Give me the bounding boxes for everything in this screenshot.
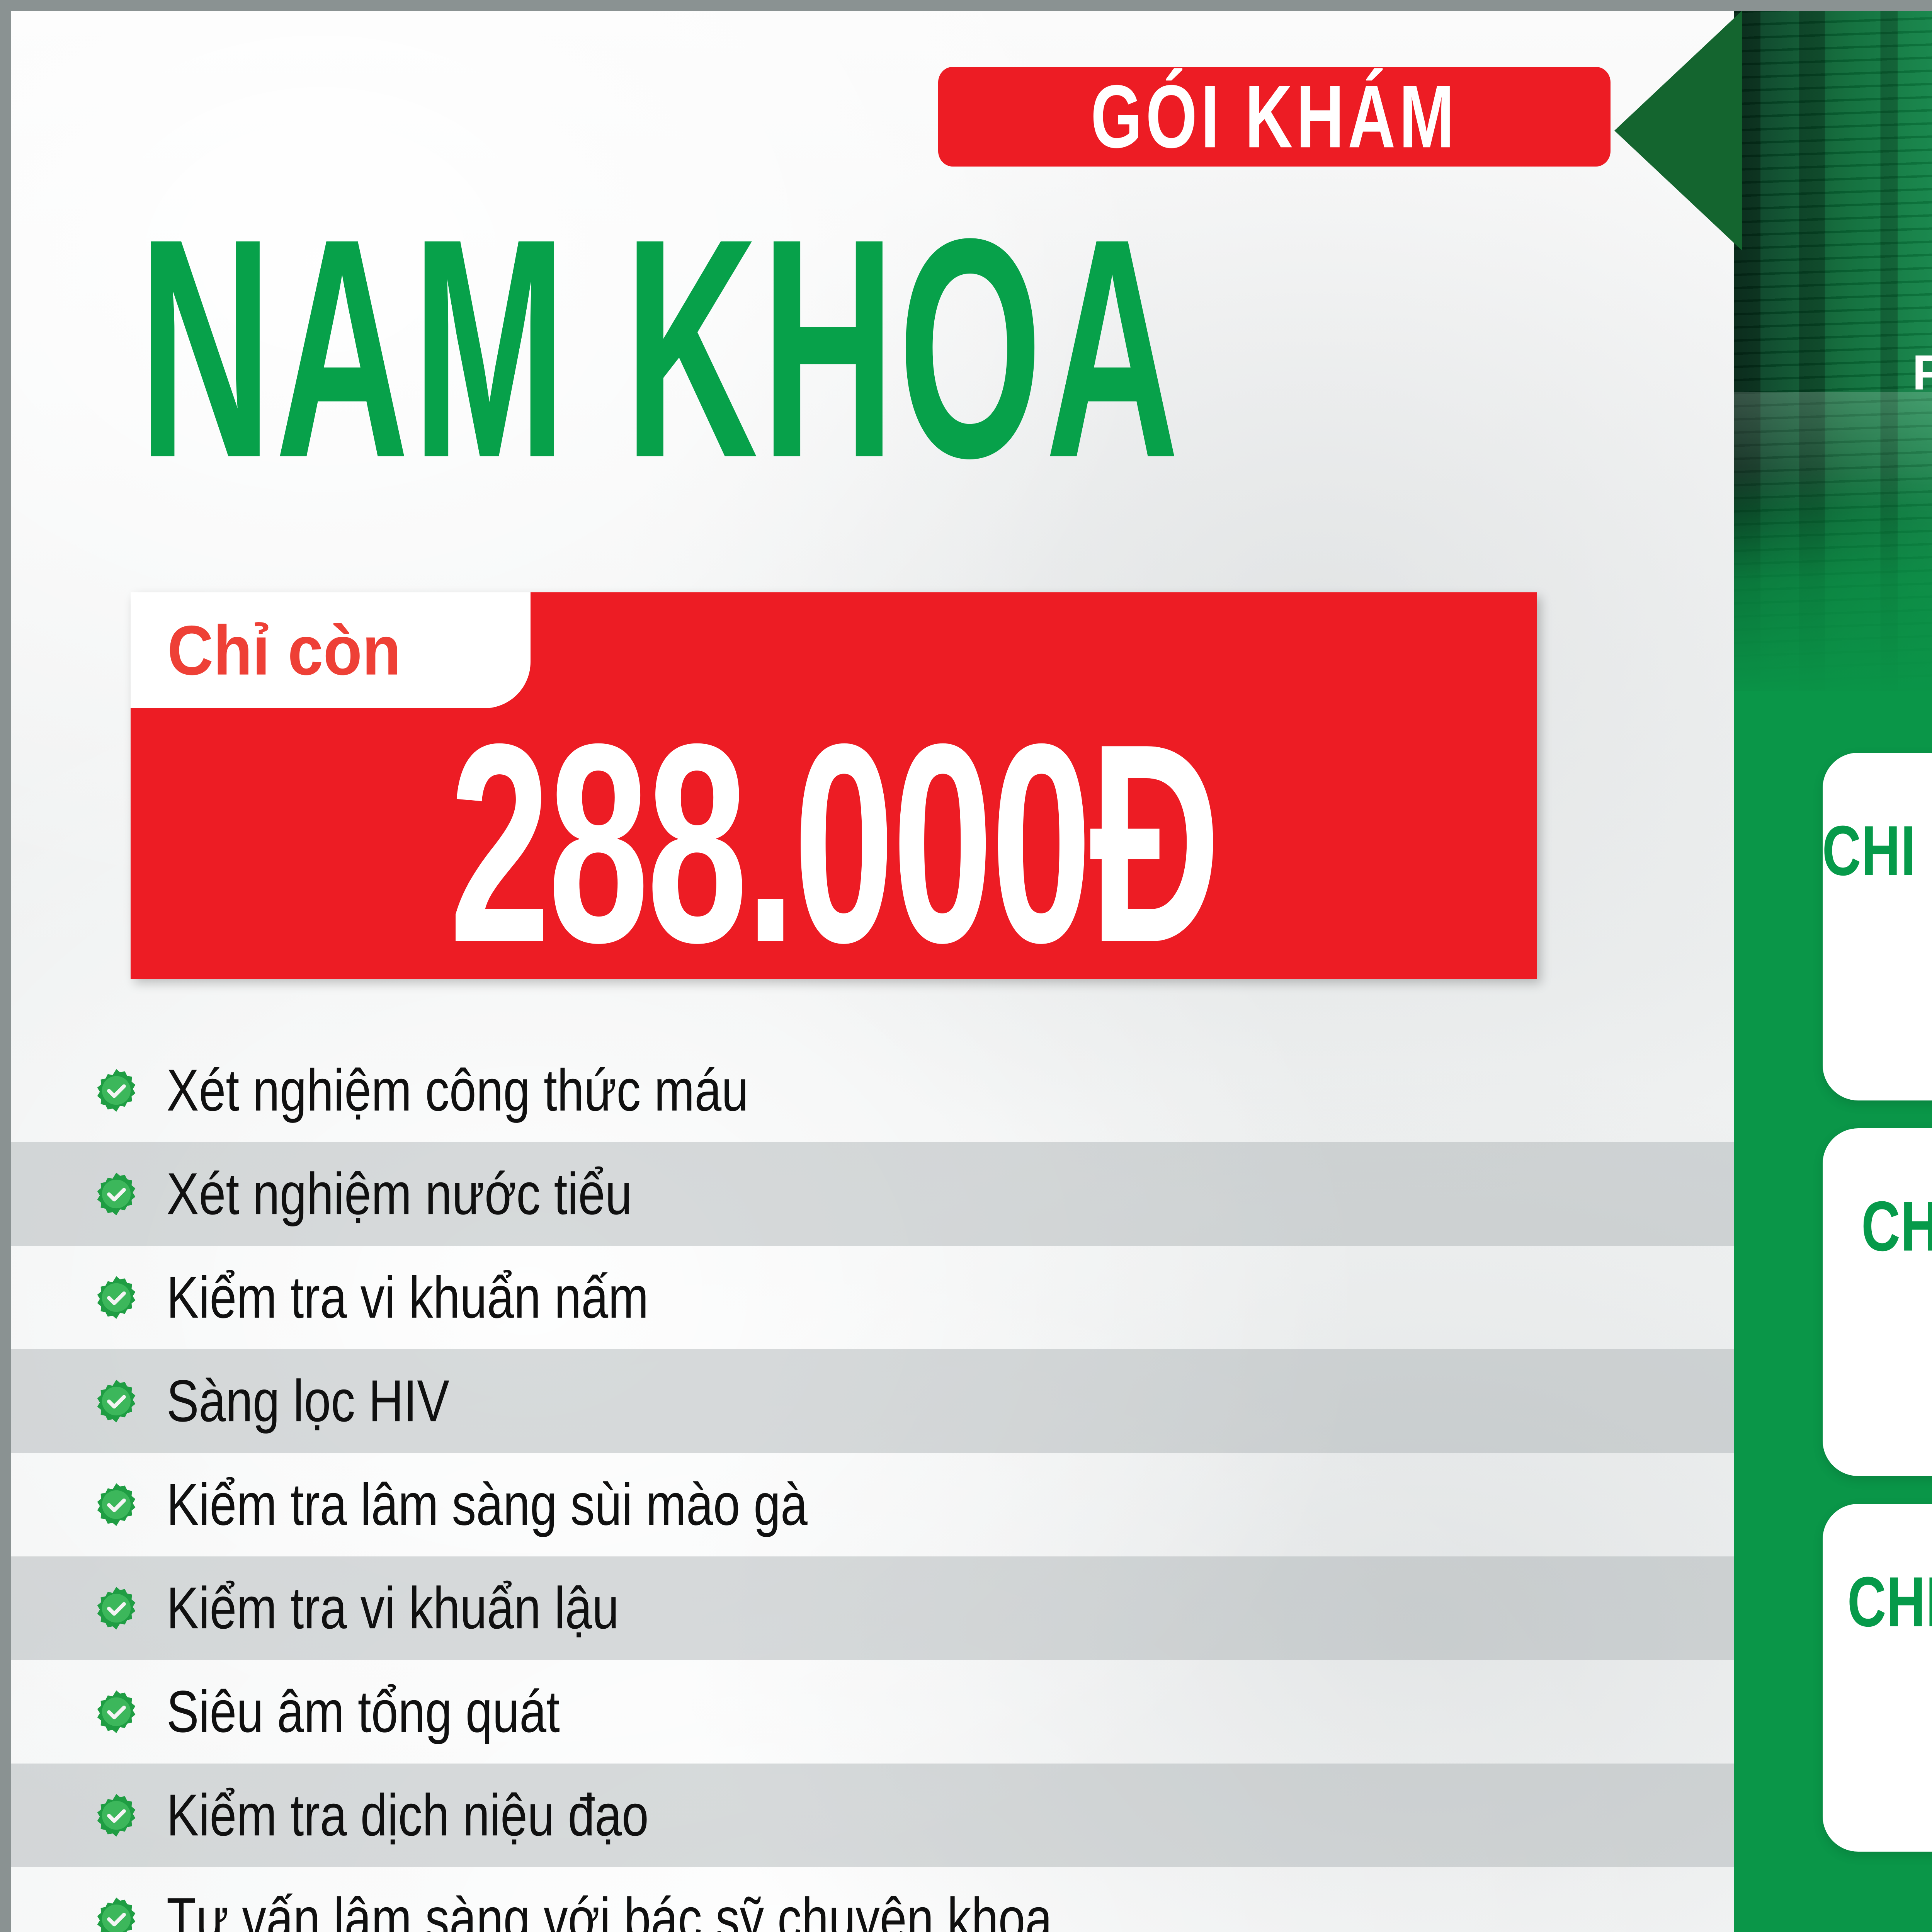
page-title: NAM KHOA xyxy=(138,173,1182,523)
check-badge-icon xyxy=(97,1276,136,1319)
check-badge xyxy=(94,1068,139,1113)
promotion-card: CHI PHÍ KIỂM TRA GIẢM30% xyxy=(1822,1504,1932,1852)
service-list-item: Xét nghiệm công thức máu xyxy=(11,1039,1734,1142)
promotion-card-title: CHI PHÍ KIỂM TRA GIẢM xyxy=(1847,1562,1932,1641)
check-badge xyxy=(94,1379,139,1423)
check-badge xyxy=(94,1482,139,1527)
check-badge-icon xyxy=(97,1069,136,1112)
promotion-card-title: CHI PHÍ THỦ THUẬT GIẢM xyxy=(1822,811,1932,890)
service-list-item: Kiểm tra dịch niệu đạo xyxy=(11,1764,1734,1867)
service-list: Xét nghiệm công thức máu Xét nghiệm nước… xyxy=(11,1039,1734,1932)
service-label: Tư vấn lâm sàng với bác sỹ chuyên khoa xyxy=(167,1885,1053,1932)
check-badge xyxy=(94,1275,139,1320)
check-badge-icon xyxy=(97,1794,136,1837)
right-brand-panel: Phòng khám đa khoa ĐÀ LẠT CHI PHÍ THỦ TH… xyxy=(1734,11,1932,1932)
service-label: Xét nghiệm công thức máu xyxy=(167,1057,748,1123)
service-label: Kiểm tra vi khuẩn nấm xyxy=(167,1264,649,1330)
price-amount-wrap: 288.000Đ xyxy=(131,702,1537,985)
clinic-logo: Phòng khám đa khoa ĐÀ LẠT xyxy=(1734,77,1932,486)
service-list-item: Xét nghiệm nước tiểu xyxy=(11,1142,1734,1246)
service-list-item: Tư vấn lâm sàng với bác sỹ chuyên khoa xyxy=(11,1867,1734,1932)
price-amount-value: 288.000Đ xyxy=(449,685,1221,1002)
service-list-item: Kiểm tra lâm sàng sùi mào gà xyxy=(11,1453,1734,1556)
service-list-item: Kiểm tra vi khuẩn lậu xyxy=(11,1556,1734,1660)
service-list-item: Sàng lọc HIV xyxy=(11,1349,1734,1453)
poster-frame: GÓI KHÁM NAM KHOA Chỉ còn 288.000Đ Xét n… xyxy=(11,11,1932,1932)
left-content-panel: GÓI KHÁM NAM KHOA Chỉ còn 288.000Đ Xét n… xyxy=(11,11,1734,1932)
check-badge-icon xyxy=(97,1587,136,1630)
check-badge-icon xyxy=(97,1897,136,1932)
service-label: Xét nghiệm nước tiểu xyxy=(167,1160,632,1227)
check-badge xyxy=(94,1586,139,1631)
price-prefix-label: Chỉ còn xyxy=(167,611,401,689)
price-block: Chỉ còn 288.000Đ xyxy=(131,592,1537,985)
check-badge-icon xyxy=(97,1483,136,1526)
check-badge xyxy=(94,1689,139,1734)
package-badge: GÓI KHÁM xyxy=(938,67,1611,167)
package-badge-label: GÓI KHÁM xyxy=(1090,66,1458,167)
promotion-card: CHI PHÍ THỦ THUẬT GIẢM50% xyxy=(1822,753,1932,1100)
check-badge xyxy=(94,1896,139,1932)
service-list-item: Siêu âm tổng quát xyxy=(11,1660,1734,1764)
check-badge-icon xyxy=(97,1690,136,1733)
service-label: Siêu âm tổng quát xyxy=(167,1678,560,1745)
price-prefix-tag: Chỉ còn xyxy=(131,592,531,708)
service-label: Kiểm tra dịch niệu đạo xyxy=(167,1782,649,1848)
check-badge xyxy=(94,1793,139,1838)
promotion-card-list: CHI PHÍ THỦ THUẬT GIẢM50% CHI PHÍ ĐIỀU TR… xyxy=(1734,753,1932,1852)
service-label: Kiểm tra vi khuẩn lậu xyxy=(167,1575,619,1641)
check-badge xyxy=(94,1172,139,1216)
photo-fade-overlay xyxy=(1734,467,1932,706)
service-label: Sàng lọc HIV xyxy=(167,1367,449,1434)
promotion-card-title: CHI PHÍ ĐIỀU TRỊ GIẢM xyxy=(1861,1186,1932,1266)
service-list-item: Kiểm tra vi khuẩn nấm xyxy=(11,1246,1734,1349)
service-label: Kiểm tra lâm sàng sùi mào gà xyxy=(167,1471,808,1537)
check-badge-icon xyxy=(97,1172,136,1216)
clinic-subtitle: Phòng khám đa khoa xyxy=(1912,345,1932,400)
promotion-card: CHI PHÍ ĐIỀU TRỊ GIẢM30% xyxy=(1822,1128,1932,1476)
check-badge-icon xyxy=(97,1379,136,1423)
